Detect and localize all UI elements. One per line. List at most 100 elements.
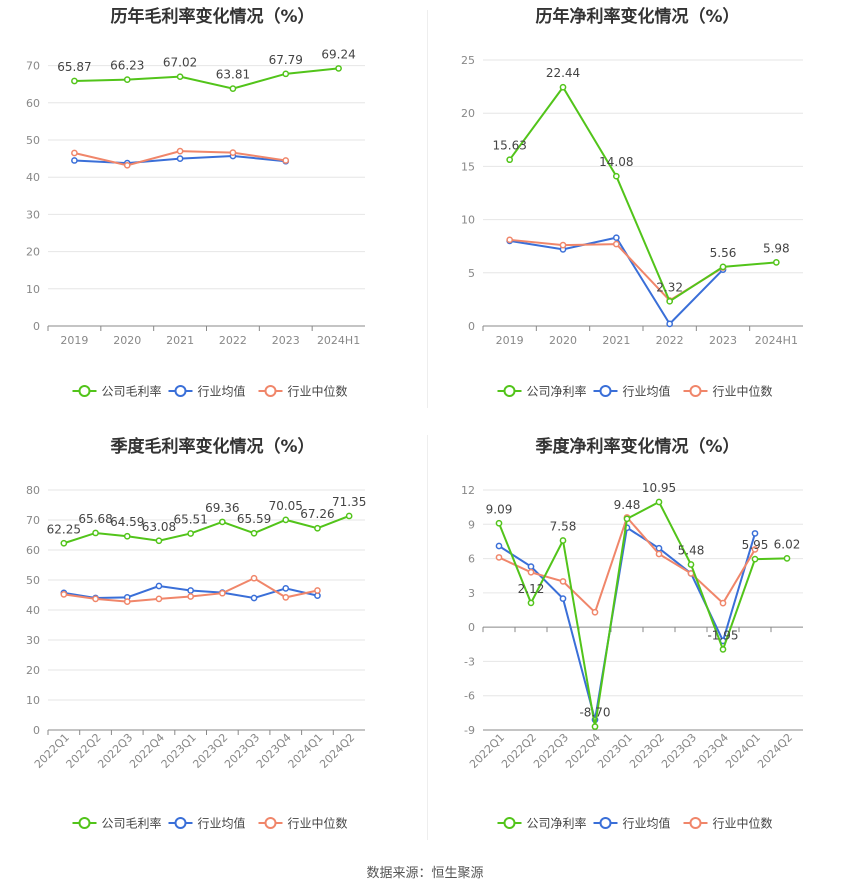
- y-tick-label: -3: [464, 655, 475, 668]
- data-point: [155, 537, 163, 545]
- data-point: [282, 516, 290, 524]
- data-point: [527, 568, 535, 576]
- data-point: [219, 589, 226, 597]
- data-point: [123, 532, 131, 540]
- data-point: [591, 723, 599, 730]
- y-tick-label: 0: [468, 320, 475, 333]
- y-tick-label: 70: [26, 514, 40, 527]
- data-point: [187, 530, 194, 537]
- series-line: [498, 500, 788, 727]
- legend-label: 公司毛利率: [102, 384, 162, 399]
- data-point: [612, 172, 620, 180]
- y-tick-label: 0: [33, 724, 40, 737]
- data-point: [155, 582, 163, 590]
- y-tick-label: 50: [26, 134, 40, 147]
- chart-title: 历年毛利率变化情况（%）: [110, 7, 315, 27]
- legend-marker: [599, 385, 612, 397]
- data-point: [772, 259, 780, 266]
- y-tick-label: 40: [26, 604, 40, 617]
- y-tick-label: 20: [26, 664, 40, 677]
- data-label: 65.59: [237, 512, 271, 526]
- data-label: 2.32: [656, 280, 683, 294]
- legend-label: 行业中位数: [288, 816, 348, 831]
- y-tick-label: 40: [26, 171, 40, 184]
- legend-marker: [689, 817, 702, 829]
- data-point: [559, 595, 567, 602]
- data-point: [687, 561, 695, 568]
- legend-label: 公司毛利率: [102, 816, 162, 831]
- x-tick-label: 2024Q2: [755, 731, 795, 771]
- y-tick-label: 15: [461, 160, 475, 173]
- series-line: [74, 67, 339, 90]
- data-label: 67.79: [269, 53, 303, 67]
- data-label: 6.02: [774, 537, 801, 551]
- data-point: [71, 149, 78, 157]
- x-tick-label: 2024H1: [755, 334, 798, 347]
- x-tick-label: 2019: [496, 334, 524, 347]
- data-point: [559, 241, 567, 249]
- y-tick-label: 80: [26, 484, 40, 497]
- x-tick-label: 2022: [656, 334, 684, 347]
- data-label: 10.95: [642, 481, 676, 495]
- divider-top: [427, 10, 428, 408]
- data-label: 69.36: [205, 501, 239, 515]
- data-label: 70.05: [269, 499, 303, 513]
- data-point: [666, 297, 674, 305]
- legend-label: 行业中位数: [288, 384, 348, 399]
- data-label: 67.02: [163, 56, 197, 70]
- legend-label: 行业中位数: [713, 384, 773, 399]
- data-label: 5.48: [678, 544, 705, 558]
- panel-annual-gross: 历年毛利率变化情况（%） 0 10 20 30 40 50 60 70 2019 2020 2021…: [0, 0, 425, 410]
- data-point: [282, 585, 290, 592]
- y-tick-label: 5: [468, 267, 475, 280]
- x-tick-label: 2020: [549, 334, 577, 347]
- legend-marker: [78, 817, 91, 829]
- data-point: [123, 76, 131, 83]
- data-label: 65.87: [57, 60, 91, 74]
- data-point: [751, 530, 759, 537]
- legend-label: 行业均值: [623, 816, 671, 831]
- legend-marker: [503, 385, 516, 397]
- y-tick-label: 30: [26, 634, 40, 647]
- x-tick-label: 2020: [113, 334, 141, 347]
- data-point: [612, 240, 620, 248]
- chart-annual-net-margin: 0 5 10 15 20 25 2019 2020 2021 2022 2023 2024H1 15.6…: [461, 54, 803, 399]
- chart-title: 季度毛利率变化情况（%）: [110, 437, 315, 457]
- y-tick-label: 20: [461, 107, 475, 120]
- data-point: [751, 546, 759, 553]
- y-tick-label: 50: [26, 574, 40, 587]
- x-tick-label: 2023: [709, 334, 737, 347]
- data-source: 数据来源：恒生聚源: [366, 866, 484, 881]
- chart-title: 历年净利率变化情况（%）: [535, 7, 740, 27]
- x-tick-label: 2024H1: [317, 334, 360, 347]
- y-tick-label: -9: [464, 724, 475, 737]
- legend-marker: [264, 817, 277, 829]
- data-label: 9.09: [486, 502, 513, 516]
- data-point: [506, 236, 514, 244]
- series-line: [498, 526, 756, 720]
- data-label: 2.12: [518, 582, 545, 596]
- data-point: [559, 537, 567, 544]
- data-point: [314, 587, 321, 594]
- legend-marker: [174, 817, 187, 829]
- data-point: [60, 539, 68, 547]
- data-point: [527, 599, 535, 607]
- data-point: [655, 544, 663, 552]
- panel-annual-net: 历年净利率变化情况（%） 0 5 10 15 20 25 2019 2020 2021 2022 2…: [425, 0, 850, 410]
- panel-quarterly-net: 季度净利率变化情况（%） -9 -6 -3 0 3 6 9 12 2022Q1 2022Q2 202…: [425, 430, 850, 850]
- legend-label: 行业均值: [198, 384, 246, 399]
- y-tick-label: 60: [26, 544, 40, 557]
- y-tick-label: -6: [464, 690, 475, 703]
- data-label: 67.26: [300, 507, 334, 521]
- legend-marker: [599, 817, 612, 829]
- data-point: [783, 554, 791, 562]
- y-tick-label: 70: [26, 60, 40, 73]
- data-point: [506, 156, 514, 164]
- data-point: [92, 529, 99, 537]
- data-point: [123, 161, 131, 169]
- series-line: [509, 236, 724, 326]
- data-point: [250, 594, 258, 602]
- data-point: [314, 524, 321, 532]
- chart-quarterly-net-margin: -9-6-30369122022Q12022Q22022Q32022Q42023…: [461, 481, 803, 831]
- legend-label: 行业中位数: [713, 816, 773, 831]
